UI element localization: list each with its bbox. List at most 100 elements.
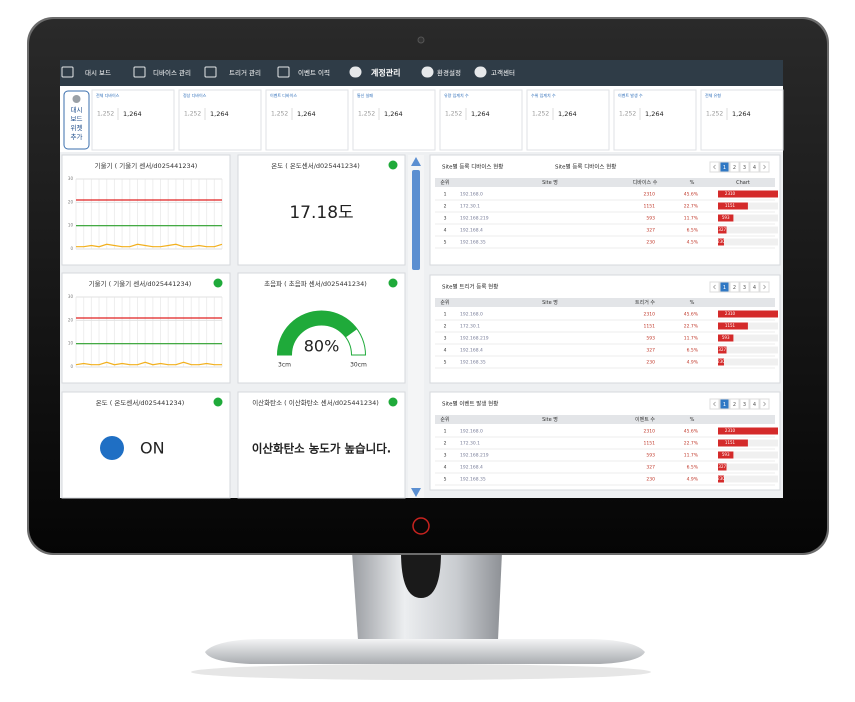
card-value-a: 1,252 xyxy=(619,111,636,118)
widget xyxy=(237,272,406,384)
bar-track xyxy=(718,226,778,234)
nav-item[interactable]: 디바이스 관리 xyxy=(153,68,191,77)
cell-site: 192.168.219 xyxy=(460,336,489,342)
table-title: Site별 이벤트 발생 현황 xyxy=(442,400,498,408)
page-number[interactable]: 2 xyxy=(733,285,736,291)
widget-add-label[interactable]: 보드 xyxy=(71,115,83,123)
page-number[interactable]: 1 xyxy=(723,165,726,171)
page-number[interactable]: 3 xyxy=(743,165,746,171)
page-number[interactable]: 4 xyxy=(753,402,756,408)
page-next[interactable] xyxy=(759,281,770,293)
bar xyxy=(718,214,734,222)
nav-item[interactable]: 계정관리 xyxy=(371,68,400,78)
column-header: Site 명 xyxy=(542,179,558,186)
bar xyxy=(718,334,734,342)
widget xyxy=(237,391,406,499)
page-prev[interactable] xyxy=(709,398,720,410)
bar xyxy=(718,358,724,366)
page-button[interactable] xyxy=(749,398,760,410)
page-number[interactable]: 2 xyxy=(733,165,736,171)
power-button[interactable] xyxy=(412,517,430,535)
cell-pct: 22.7% xyxy=(684,204,699,210)
status-dot xyxy=(388,278,398,288)
scroll-thumb[interactable] xyxy=(412,170,420,270)
cell-rank: 2 xyxy=(444,204,447,210)
column-header: Chart xyxy=(736,180,750,186)
widget-add-label[interactable]: 위젯 xyxy=(71,123,83,132)
card-title: 전체 디바이스 xyxy=(96,92,120,98)
cell-site: 192.168.219 xyxy=(460,453,489,459)
cell-site: 192.168.219 xyxy=(460,216,489,222)
page-button[interactable] xyxy=(719,281,730,293)
stand-hole xyxy=(401,552,441,598)
nav-item[interactable]: 환경설정 xyxy=(437,68,461,77)
bar-track xyxy=(718,238,778,246)
page-button[interactable] xyxy=(739,398,750,410)
page-button[interactable] xyxy=(749,281,760,293)
card-title: 이벤트 디바이스 xyxy=(270,92,297,98)
cell-site: 192.168.4 xyxy=(460,348,483,354)
widget-add-label[interactable]: 대시 xyxy=(71,106,83,114)
page-button[interactable] xyxy=(729,161,740,173)
card-value-a: 1,252 xyxy=(184,111,201,118)
bar xyxy=(718,310,778,318)
table-title: Site별 트리거 등록 현황 xyxy=(442,283,498,291)
bar-track xyxy=(718,346,778,354)
scroll-up[interactable] xyxy=(411,157,421,166)
bar xyxy=(718,475,724,483)
camera xyxy=(417,36,425,44)
page-next[interactable] xyxy=(759,161,770,173)
bar-label: 230 xyxy=(717,359,725,364)
status-dot xyxy=(388,160,398,170)
page-button[interactable] xyxy=(749,161,760,173)
cell-count: 230 xyxy=(646,477,655,483)
bar-label: 2310 xyxy=(725,311,736,316)
page-number[interactable]: 4 xyxy=(753,285,756,291)
next-icon xyxy=(763,401,766,407)
stand-base xyxy=(205,639,645,664)
page-next[interactable] xyxy=(759,398,770,410)
bar-track xyxy=(718,358,778,366)
page-number[interactable]: 3 xyxy=(743,285,746,291)
nav-icon xyxy=(474,66,487,78)
nav-icon xyxy=(349,66,362,78)
scroll-down[interactable] xyxy=(411,488,421,497)
bar-track xyxy=(718,475,778,483)
card-value-a: 1,252 xyxy=(358,111,375,118)
page-number[interactable]: 4 xyxy=(753,165,756,171)
bar xyxy=(718,202,748,210)
widget-title: 기울기 ( 기울기 센서/d025441234) xyxy=(89,279,192,288)
bar-label: 327 xyxy=(718,464,726,469)
bar xyxy=(718,463,727,471)
page-number[interactable]: 1 xyxy=(723,402,726,408)
page-button[interactable] xyxy=(719,398,730,410)
cell-count: 230 xyxy=(646,360,655,366)
cell-pct: 11.7% xyxy=(684,216,699,222)
page-prev[interactable] xyxy=(709,161,720,173)
widget-add-button[interactable] xyxy=(63,90,90,150)
page-prev[interactable] xyxy=(709,281,720,293)
page-number[interactable]: 1 xyxy=(723,285,726,291)
page-button[interactable] xyxy=(739,161,750,173)
nav-item[interactable]: 이벤트 이력 xyxy=(298,68,330,77)
page-number[interactable]: 3 xyxy=(743,402,746,408)
page-button[interactable] xyxy=(729,281,740,293)
page-button[interactable] xyxy=(729,398,740,410)
cell-count: 327 xyxy=(646,348,655,354)
shadow xyxy=(191,664,651,680)
page-number[interactable]: 2 xyxy=(733,402,736,408)
nav-item[interactable]: 대시 보드 xyxy=(85,69,111,77)
cell-count: 230 xyxy=(646,240,655,246)
nav-item[interactable]: 고객센터 xyxy=(491,68,515,77)
summary-card xyxy=(352,89,436,151)
page-button[interactable] xyxy=(739,281,750,293)
page-button[interactable] xyxy=(719,161,730,173)
widget-add-label[interactable]: 추가 xyxy=(71,132,83,141)
nav-item[interactable]: 트리거 관리 xyxy=(229,68,261,77)
bar-label: 230 xyxy=(717,239,725,244)
bar-track xyxy=(718,451,778,459)
bar-label: 230 xyxy=(717,476,725,481)
series-line xyxy=(75,361,222,366)
table-header xyxy=(435,415,775,424)
